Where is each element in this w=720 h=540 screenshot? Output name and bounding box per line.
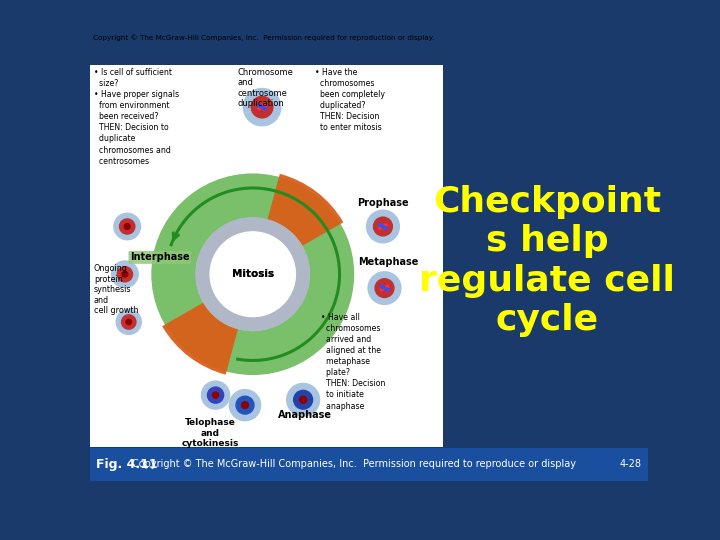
Text: Checkpoint
s help
regulate cell
cycle: Checkpoint s help regulate cell cycle [419,185,675,338]
Text: Interphase: Interphase [130,252,189,262]
Text: Prophase: Prophase [357,199,409,208]
Circle shape [242,402,248,409]
Circle shape [125,224,130,230]
Text: • Have all
  chromosomes
  arrived and
  aligned at the
  metaphase
  plate?
  T: • Have all chromosomes arrived and align… [321,313,385,410]
Circle shape [202,381,230,409]
Circle shape [122,315,136,329]
Text: Telophase
and
cytokinesis: Telophase and cytokinesis [181,418,239,448]
Circle shape [196,218,310,330]
Circle shape [300,396,307,403]
Circle shape [374,217,392,236]
Circle shape [375,279,394,298]
Text: Metaphase: Metaphase [358,257,418,267]
Wedge shape [253,220,302,274]
Text: Fig. 4.11: Fig. 4.11 [96,458,158,471]
Text: Copyright © The McGraw-Hill Companies, Inc.  Permission required to reproduce or: Copyright © The McGraw-Hill Companies, I… [132,460,575,469]
Text: Anaphase: Anaphase [279,410,333,420]
Circle shape [251,97,273,118]
Circle shape [126,319,132,325]
Circle shape [210,232,295,316]
Circle shape [210,232,295,316]
Text: 4-28: 4-28 [620,460,642,469]
Circle shape [212,392,219,398]
Circle shape [114,213,140,240]
Text: Ongoing
protein
synthesis
and
cell growth: Ongoing protein synthesis and cell growt… [94,265,138,315]
Circle shape [236,396,254,414]
FancyBboxPatch shape [90,448,648,481]
Circle shape [294,390,312,409]
FancyBboxPatch shape [90,65,443,448]
Circle shape [230,390,261,421]
Wedge shape [204,274,253,328]
Circle shape [243,89,281,126]
Text: Chromosome
and
centrosome
duplication: Chromosome and centrosome duplication [238,68,293,108]
Circle shape [196,218,310,330]
Circle shape [117,309,141,334]
Circle shape [152,174,354,374]
Wedge shape [162,274,253,375]
Text: Mitosis: Mitosis [232,269,274,279]
Circle shape [368,272,401,304]
Circle shape [196,218,310,330]
Circle shape [210,232,295,316]
Text: • Is cell of sufficient
  size?
• Have proper signals
  from environment
  been : • Is cell of sufficient size? • Have pro… [94,68,179,166]
Text: Mitosis: Mitosis [232,269,274,279]
Text: Copyright © The McGraw-Hill Companies, Inc.  Permission required for reproductio: Copyright © The McGraw-Hill Companies, I… [93,35,434,41]
Wedge shape [253,174,343,274]
Text: • Have the
  chromosomes
  been completely
  duplicated?
  THEN: Decision
  to e: • Have the chromosomes been completely d… [315,68,384,132]
Circle shape [366,210,399,242]
Circle shape [117,267,132,282]
Circle shape [120,219,135,234]
Circle shape [287,383,320,416]
Circle shape [112,261,138,287]
Circle shape [122,272,127,277]
Circle shape [207,387,224,403]
